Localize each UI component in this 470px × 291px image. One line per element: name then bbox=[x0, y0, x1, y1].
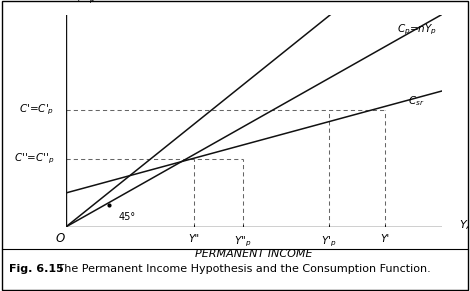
Text: O: O bbox=[55, 232, 65, 245]
Text: Y": Y" bbox=[188, 235, 199, 244]
Text: Y'$_p$: Y'$_p$ bbox=[321, 235, 337, 249]
Text: Y,Y$_p$: Y,Y$_p$ bbox=[459, 219, 470, 235]
Text: Y': Y' bbox=[381, 235, 390, 244]
Text: 45°: 45° bbox=[118, 212, 135, 222]
Text: C,C$_p$: C,C$_p$ bbox=[70, 0, 95, 7]
Text: Fig. 6.15: Fig. 6.15 bbox=[9, 264, 64, 274]
Text: PERMANENT INCOME: PERMANENT INCOME bbox=[195, 249, 313, 259]
Text: C$_{sr}$: C$_{sr}$ bbox=[408, 94, 424, 108]
Text: C''=C''$_p$: C''=C''$_p$ bbox=[14, 152, 55, 166]
Text: C$_p$=nY$_p$: C$_p$=nY$_p$ bbox=[397, 22, 437, 37]
Text: The Permanent Income Hypothesis and the Consumption Function.: The Permanent Income Hypothesis and the … bbox=[54, 264, 431, 274]
Text: Y"$_p$: Y"$_p$ bbox=[234, 235, 251, 249]
Text: C'=C'$_p$: C'=C'$_p$ bbox=[19, 103, 55, 117]
